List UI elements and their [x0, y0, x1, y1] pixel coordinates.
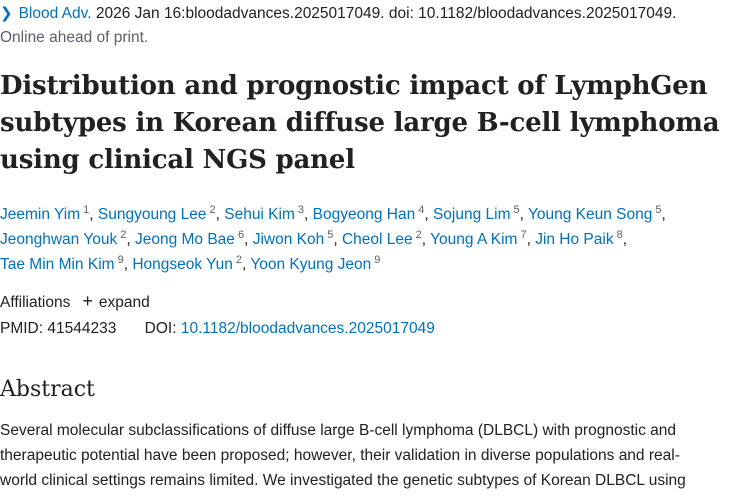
affiliation-ref[interactable]: 2: [415, 229, 422, 241]
author-link[interactable]: Tae Min Min Kim: [0, 256, 115, 273]
author-link[interactable]: Cheol Lee: [341, 231, 413, 248]
author-item: Sojung Lim 5: [432, 204, 520, 224]
author-link[interactable]: Jeemin Yim: [0, 206, 81, 223]
abstract-line: Several molecular subclassifications of …: [0, 422, 676, 439]
affiliation-ref[interactable]: 4: [418, 204, 425, 216]
author-item: Jeemin Yim 1: [0, 204, 90, 224]
citation-line: ❯ Blood Adv. 2026 Jan 16:bloodadvances.20…: [0, 2, 676, 26]
author-item: Jeong Mo Bae 6: [134, 229, 245, 249]
abstract-heading: Abstract: [0, 377, 95, 402]
affiliation-ref[interactable]: 2: [235, 254, 242, 266]
chevron-right-icon: ❯: [0, 5, 13, 22]
author-item: Bogyeong Han 4: [312, 204, 425, 224]
abstract-text: Several molecular subclassifications of …: [0, 418, 748, 493]
plus-icon[interactable]: +: [82, 291, 93, 311]
affiliation-ref[interactable]: 2: [209, 204, 216, 216]
title-line: subtypes in Korean diffuse large B-cell …: [0, 108, 720, 138]
doi-link[interactable]: 10.1182/bloodadvances.2025017049: [180, 320, 435, 337]
affiliation-ref[interactable]: 3: [297, 204, 305, 216]
affiliation-ref[interactable]: 5: [655, 204, 662, 216]
author-item: Hongseok Yun 2: [132, 254, 242, 274]
author-list: Jeemin Yim 1, Sungyoung Lee 2, Sehui Kim 3,…: [0, 204, 666, 274]
expand-button[interactable]: expand: [98, 294, 150, 311]
author-item: Young Keun Song 5: [527, 204, 662, 224]
author-item: Sungyoung Lee 2: [97, 204, 216, 224]
article-identifiers: PMID: 41544233 DOI: 10.1182/bloodadvance…: [0, 318, 435, 340]
author-item: Cheol Lee 2: [341, 229, 422, 249]
citation-details: 2026 Jan 16:bloodadvances.2025017049. do…: [91, 5, 677, 22]
author-link[interactable]: Young A Kim: [430, 231, 518, 248]
title-line: using clinical NGS panel: [0, 145, 355, 175]
abstract-line: therapeutic potential have been proposed…: [0, 447, 680, 464]
publication-status: Online ahead of print.: [0, 29, 149, 46]
affiliation-ref[interactable]: 2: [120, 229, 127, 241]
affiliation-ref[interactable]: 5: [513, 204, 520, 216]
article-title: Distribution and prognostic impact of Ly…: [0, 68, 740, 179]
affiliation-ref[interactable]: 1: [83, 204, 90, 216]
author-item: Jeonghwan Youk 2: [0, 229, 127, 249]
affiliation-ref[interactable]: 7: [520, 229, 527, 241]
author-item: Young A Kim 7: [430, 229, 527, 249]
author-item: Sehui Kim 3: [224, 204, 305, 224]
author-item: Yoon Kyung Jeon 9: [250, 254, 381, 274]
affiliations-toggle[interactable]: Affiliations + expand: [0, 290, 150, 314]
journal-link[interactable]: Blood Adv.: [18, 5, 92, 22]
author-item: Jiwon Koh 5: [252, 229, 334, 249]
title-line: Distribution and prognostic impact of Ly…: [0, 71, 708, 101]
author-link[interactable]: Jin Ho Paik: [535, 231, 614, 248]
pmid-label: PMID:: [0, 320, 44, 337]
author-link[interactable]: Jeong Mo Bae: [134, 231, 235, 248]
affiliation-ref[interactable]: 9: [374, 254, 381, 266]
pmid-value: 41544233: [47, 320, 117, 337]
affiliation-ref[interactable]: 5: [327, 229, 334, 241]
affiliation-ref[interactable]: 8: [616, 229, 623, 241]
author-item: Jin Ho Paik 8: [535, 229, 623, 249]
author-link[interactable]: Hongseok Yun: [132, 256, 233, 273]
affiliations-label: Affiliations: [0, 294, 71, 311]
affiliation-ref[interactable]: 9: [117, 254, 124, 266]
affiliation-ref[interactable]: 6: [237, 229, 245, 241]
author-link[interactable]: Young Keun Song: [527, 206, 653, 223]
author-link[interactable]: Jiwon Koh: [252, 231, 325, 248]
doi-label: DOI:: [144, 320, 177, 337]
author-link[interactable]: Jeonghwan Youk: [0, 231, 118, 248]
author-link[interactable]: Bogyeong Han: [312, 206, 416, 223]
author-item: Tae Min Min Kim 9: [0, 254, 124, 274]
abstract-line: world clinical settings remains limited.…: [0, 472, 686, 489]
author-link[interactable]: Sehui Kim: [224, 206, 295, 223]
author-link[interactable]: Yoon Kyung Jeon: [250, 256, 372, 273]
author-link[interactable]: Sojung Lim: [432, 206, 511, 223]
author-link[interactable]: Sungyoung Lee: [97, 206, 207, 223]
